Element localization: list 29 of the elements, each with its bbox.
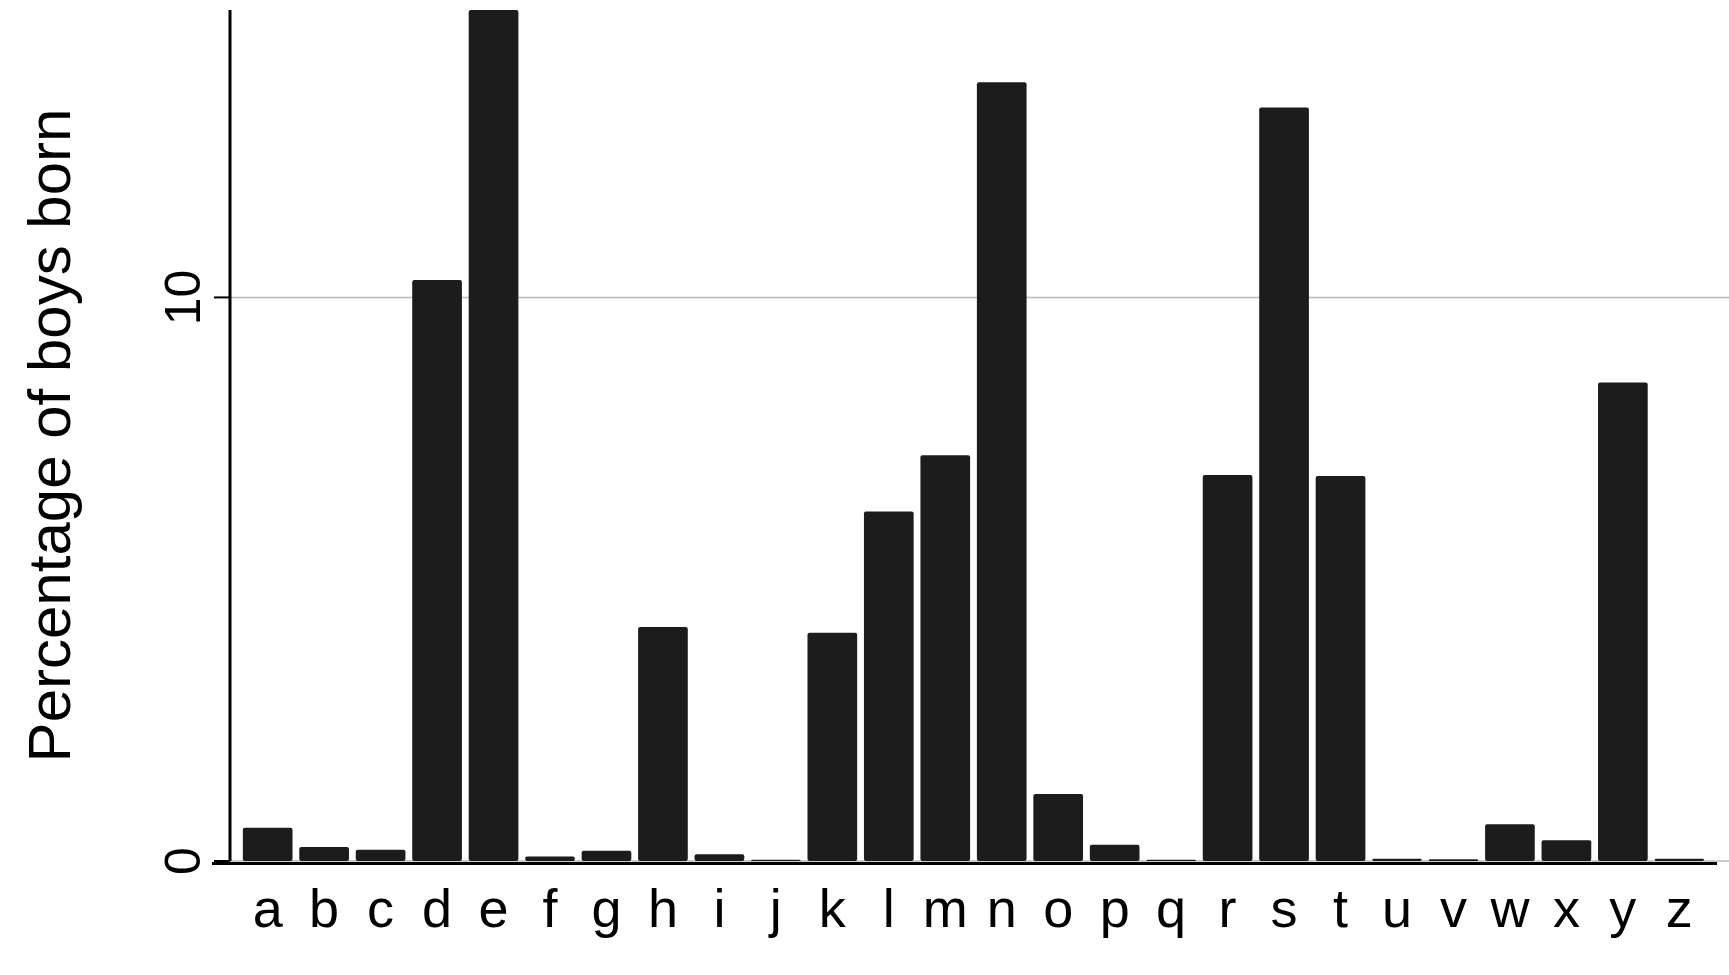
x-tick-label: z bbox=[1665, 878, 1693, 938]
x-tick-label: r bbox=[1218, 878, 1237, 938]
x-tick-label: w bbox=[1489, 878, 1531, 938]
y-tick-label: 10 bbox=[155, 269, 211, 326]
x-tick-label: f bbox=[542, 878, 559, 938]
x-tick-label: a bbox=[252, 878, 284, 938]
x-tick-label: q bbox=[1156, 878, 1187, 938]
x-tick-label: t bbox=[1333, 878, 1349, 938]
x-tick-label: o bbox=[1043, 878, 1074, 938]
x-tick-label: u bbox=[1381, 878, 1413, 938]
x-tick-label: n bbox=[986, 878, 1017, 938]
x-tick-label: y bbox=[1609, 878, 1637, 938]
x-tick-label: e bbox=[478, 878, 509, 938]
y-axis-title: Percentage of boys born bbox=[16, 108, 83, 763]
x-tick-label: d bbox=[422, 878, 453, 938]
y-tick-label: 0 bbox=[155, 847, 211, 875]
x-tick-label: g bbox=[591, 878, 622, 938]
x-tick-label: k bbox=[818, 878, 847, 938]
x-tick-label: h bbox=[647, 878, 678, 938]
x-tick-label: c bbox=[367, 878, 395, 938]
x-tick-label: x bbox=[1552, 878, 1580, 938]
x-tick-label: l bbox=[882, 878, 895, 938]
x-tick-label: m bbox=[922, 878, 968, 938]
x-tick-label: j bbox=[767, 878, 782, 938]
x-tick-label: i bbox=[713, 878, 726, 938]
x-tick-label: v bbox=[1439, 878, 1467, 938]
x-tick-label: s bbox=[1270, 878, 1298, 938]
x-tick-label: b bbox=[309, 878, 340, 938]
x-tick-label: p bbox=[1099, 878, 1130, 938]
